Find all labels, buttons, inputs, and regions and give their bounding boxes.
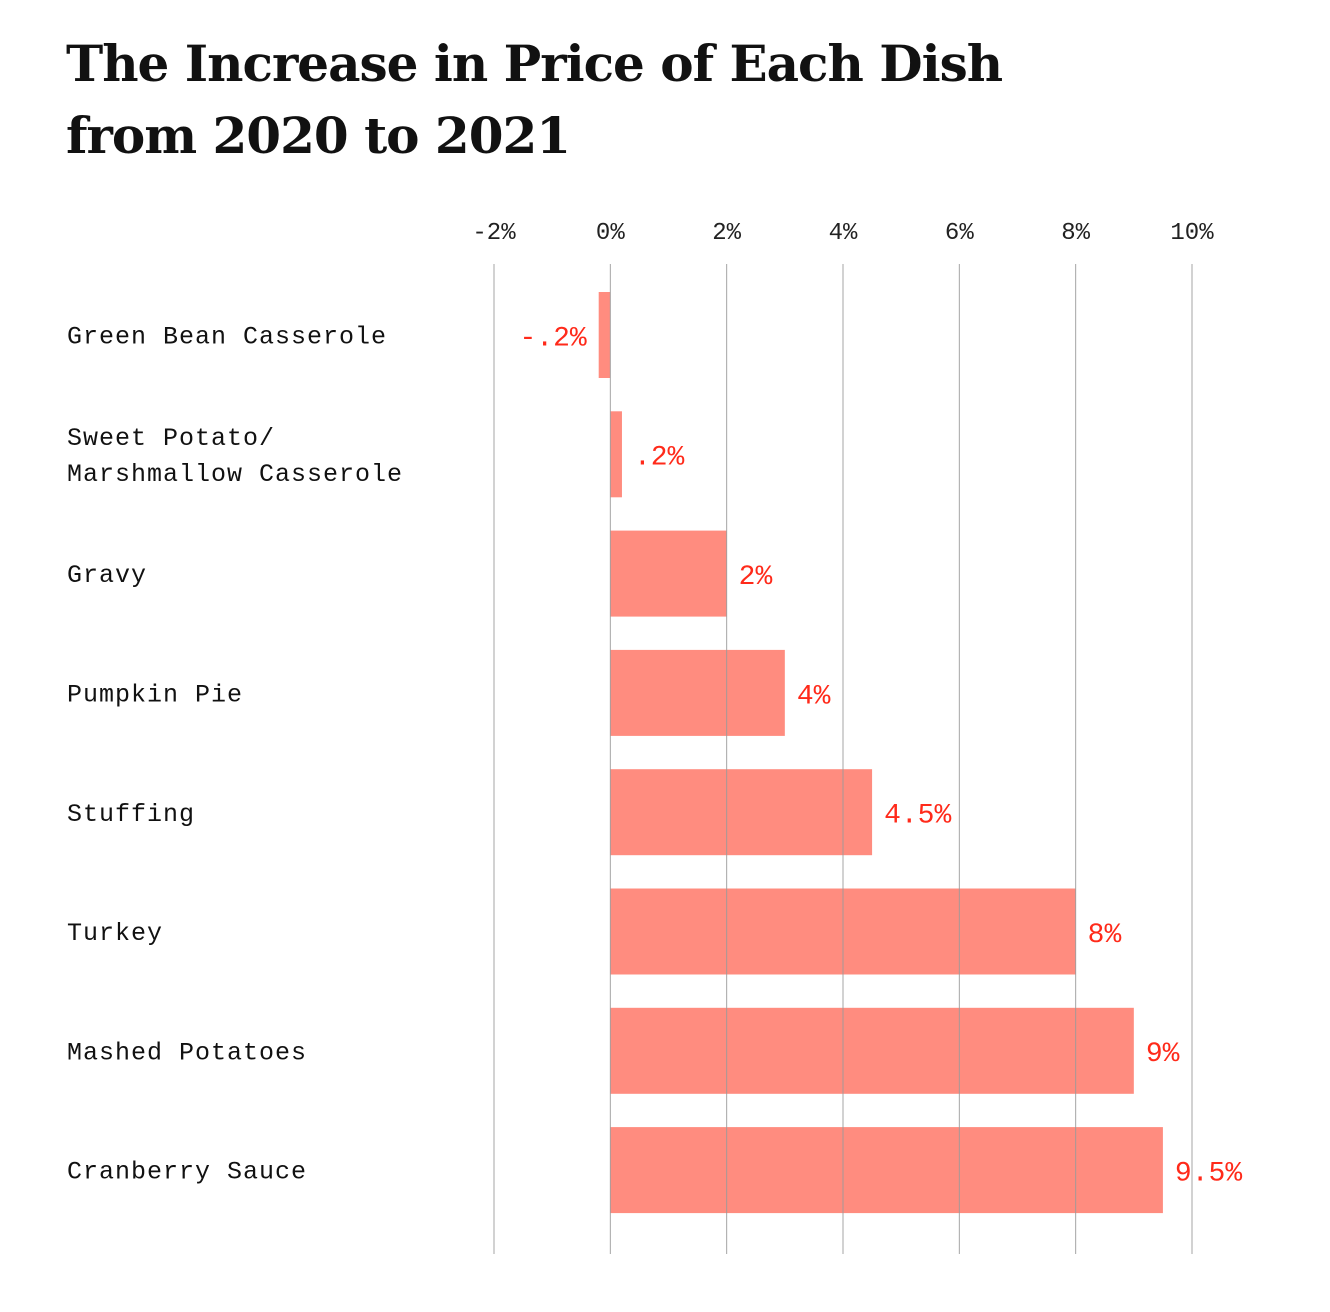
bars xyxy=(598,292,1163,1214)
value-label-6: 9% xyxy=(1146,1039,1180,1070)
category-labels: Green Bean Casserole Sweet Potato/Marshma… xyxy=(67,323,403,1187)
bar-0 xyxy=(598,292,611,378)
x-tick-label-0: -2% xyxy=(472,220,516,247)
bar-3 xyxy=(610,649,785,736)
x-tick-label-1: 0% xyxy=(596,220,625,247)
category-label-1-line-1: Marshmallow Casserole xyxy=(67,460,403,489)
x-tick-label-6: 10% xyxy=(1170,220,1214,247)
category-label-5: Turkey xyxy=(67,919,163,948)
category-label-6: Mashed Potatoes xyxy=(67,1038,307,1067)
category-label-4: Stuffing xyxy=(67,800,195,829)
bar-4 xyxy=(610,769,873,856)
value-label-0: -.2% xyxy=(519,323,586,354)
bar-2 xyxy=(610,530,727,617)
value-label-1: .2% xyxy=(634,443,685,474)
bar-1 xyxy=(610,411,622,498)
value-label-3: 4% xyxy=(797,681,831,712)
bar-7 xyxy=(610,1127,1163,1214)
x-tick-label-4: 6% xyxy=(945,220,974,247)
value-labels: -.2% .2% 2% 4% 4.5% 8% 9% 9.5% xyxy=(519,323,1242,1189)
x-tick-labels: -2% 0% 2% 4% 6% 8% 10% xyxy=(472,220,1214,247)
category-label-7: Cranberry Sauce xyxy=(67,1158,307,1187)
category-label-3: Pumpkin Pie xyxy=(67,681,243,710)
x-tick-label-3: 4% xyxy=(829,220,858,247)
x-tick-label-2: 2% xyxy=(712,220,741,247)
bar-6 xyxy=(610,1007,1134,1094)
chart-title: The Increase in Price of Each Dish from … xyxy=(66,28,1066,172)
value-label-7: 9.5% xyxy=(1175,1158,1242,1189)
value-label-5: 8% xyxy=(1088,920,1122,951)
value-label-2: 2% xyxy=(739,562,773,593)
x-tick-label-5: 8% xyxy=(1061,220,1090,247)
category-label-0: Green Bean Casserole xyxy=(67,323,387,352)
grid-lines xyxy=(493,264,1193,1254)
category-label-1-line-0: Sweet Potato/ xyxy=(67,424,275,453)
chart-title-line-2: from 2020 to 2021 xyxy=(66,106,571,165)
value-label-4: 4.5% xyxy=(884,801,951,832)
chart-title-line-1: The Increase in Price of Each Dish xyxy=(66,34,1003,93)
category-label-2: Gravy xyxy=(67,561,147,590)
